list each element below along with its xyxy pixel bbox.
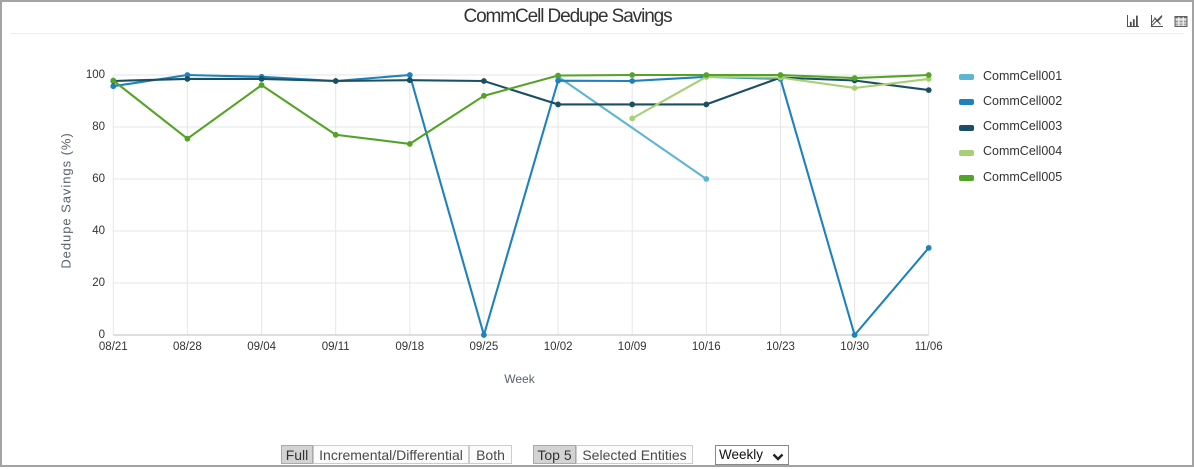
svg-text:10/09: 10/09	[618, 341, 647, 353]
svg-text:80: 80	[92, 121, 105, 133]
svg-text:11/06: 11/06	[915, 341, 943, 353]
svg-text:09/11: 09/11	[322, 341, 350, 353]
svg-text:10/16: 10/16	[692, 341, 721, 353]
svg-text:100: 100	[86, 69, 105, 81]
svg-text:09/18: 09/18	[395, 341, 424, 353]
svg-text:40: 40	[92, 225, 105, 237]
svg-text:10/30: 10/30	[840, 341, 869, 353]
svg-text:09/04: 09/04	[247, 341, 276, 353]
svg-text:10/02: 10/02	[544, 341, 573, 353]
svg-text:Week: Week	[504, 372, 535, 386]
svg-text:08/21: 08/21	[99, 341, 128, 353]
svg-text:0: 0	[99, 329, 105, 341]
svg-text:08/28: 08/28	[173, 341, 202, 353]
svg-text:60: 60	[92, 173, 105, 185]
svg-text:10/23: 10/23	[766, 341, 795, 353]
svg-text:20: 20	[92, 277, 105, 289]
svg-text:09/25: 09/25	[470, 341, 499, 353]
svg-text:Dedupe Savings (%): Dedupe Savings (%)	[59, 132, 74, 268]
